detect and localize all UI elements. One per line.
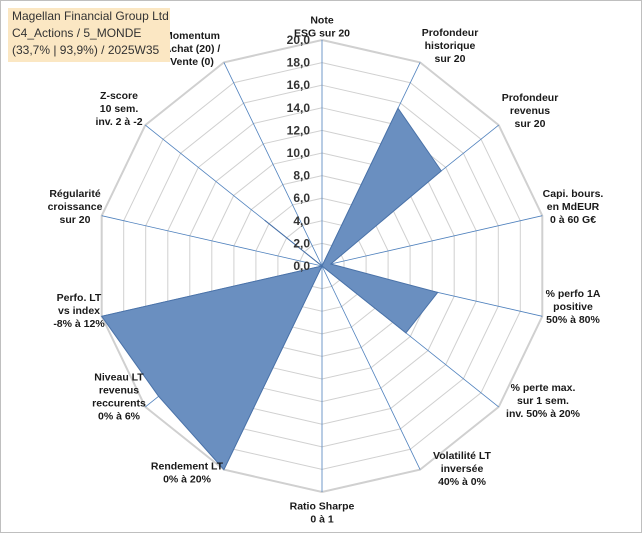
axis-label-line: inversée <box>441 463 484 475</box>
axis-label-line: revenus <box>510 105 550 117</box>
axis-spoke <box>321 215 543 267</box>
axis-label: Note ESG sur 20 <box>294 15 350 40</box>
tick-label: 4,0 <box>293 214 310 228</box>
tick-label: 0,0 <box>293 259 310 273</box>
axis-label-line: revenus <box>99 385 139 397</box>
tick-label: 14,0 <box>287 101 311 115</box>
axis-label: Volatilité LT inversée 40% à 0% <box>433 450 492 488</box>
axis-label: Z-score 10 sem. inv. 2 à -2 <box>95 90 142 128</box>
score-period-label: (33,7% | 93,9%) / 2025W35 <box>12 43 160 57</box>
axis-label: % perte max. sur 1 sem. inv. 50% à 20% <box>506 382 581 420</box>
axis-label: Perfo. LT vs index -8% à 12% <box>53 292 105 330</box>
axis-label-line: sur 20 <box>515 118 546 130</box>
axis-label-line: 0 à 60 G€ <box>550 214 596 226</box>
axis-label-line: inv. 2 à -2 <box>95 116 142 128</box>
axis-label-line: Profondeur <box>422 27 479 39</box>
axis-label-line: ESG sur 20 <box>294 28 350 40</box>
axis-label: Ratio Sharpe 0 à 1 <box>290 501 355 526</box>
axis-label: Capi. bours. en MdEUR 0 à 60 G€ <box>543 188 604 226</box>
axis-spoke <box>223 62 323 267</box>
axis-label: Régularité croissance sur 20 <box>48 188 103 226</box>
axis-label-line: 0% à 20% <box>163 474 212 486</box>
radar-series <box>100 107 442 471</box>
axis-label: Momentum Achat (20) / Vente (0) <box>164 30 221 68</box>
radar-tick-labels: 0,0 2,0 4,0 6,0 8,0 10,0 12,0 14,0 16,0 18,0 20,0 <box>287 33 311 273</box>
axis-label: Rendement LT 0% à 20% <box>151 461 224 486</box>
axis-label-line: Volatilité LT <box>433 450 492 462</box>
axis-label-line: en MdEUR <box>547 201 600 213</box>
tick-label: 10,0 <box>287 146 311 160</box>
axis-label-line: Perfo. LT <box>57 292 102 304</box>
axis-label-line: Z-score <box>100 90 138 102</box>
axis-label: Profondeur revenus sur 20 <box>502 92 559 130</box>
axis-label-line: sur 20 <box>60 214 91 226</box>
axis-label-line: 0% à 6% <box>98 411 141 423</box>
axis-spoke <box>321 265 421 470</box>
axis-label-line: Rendement LT <box>151 461 224 473</box>
axis-label-line: positive <box>553 301 593 313</box>
axis-label-line: Achat (20) / <box>164 43 221 55</box>
tick-label: 2,0 <box>293 236 310 250</box>
axis-label-line: Ratio Sharpe <box>290 501 355 513</box>
axis-label-line: 0 à 1 <box>310 514 334 526</box>
axis-spoke <box>101 215 323 267</box>
tick-label: 18,0 <box>287 56 311 70</box>
axis-label-line: reccurents <box>92 398 146 410</box>
axis-label-line: sur 20 <box>435 53 466 65</box>
axis-label-line: % perte max. <box>511 382 576 394</box>
tick-label: 20,0 <box>287 33 311 47</box>
axis-label-line: historique <box>425 40 476 52</box>
axis-label: % perfo 1A positive 50% à 80% <box>546 288 601 326</box>
category-label: C4_Actions / 5_MONDE <box>12 26 142 40</box>
title-box: Magellan Financial Group Ltd C4_Actions … <box>8 8 170 62</box>
axis-label-line: croissance <box>48 201 103 213</box>
axis-label: Niveau LT revenus reccurents 0% à 6% <box>92 372 146 423</box>
axis-label: Profondeur historique sur 20 <box>422 27 479 65</box>
axis-label-line: inv. 50% à 20% <box>506 408 581 420</box>
tick-label: 16,0 <box>287 78 311 92</box>
axis-label-line: Vente (0) <box>170 56 214 68</box>
axis-label-line: Régularité <box>49 188 101 200</box>
company-name: Magellan Financial Group Ltd <box>12 9 169 23</box>
axis-label-line: sur 1 sem. <box>517 395 569 407</box>
axis-label-line: 10 sem. <box>100 103 139 115</box>
axis-label-line: Niveau LT <box>94 372 144 384</box>
tick-label: 8,0 <box>293 169 310 183</box>
series-area <box>100 107 442 471</box>
axis-label-line: Profondeur <box>502 92 559 104</box>
axis-label-line: % perfo 1A <box>546 288 601 300</box>
axis-label-line: Capi. bours. <box>543 188 604 200</box>
tick-label: 12,0 <box>287 123 311 137</box>
axis-label-line: Momentum <box>164 30 220 42</box>
axis-label-line: -8% à 12% <box>53 318 105 330</box>
tick-label: 6,0 <box>293 191 310 205</box>
axis-label-line: 40% à 0% <box>438 476 487 488</box>
axis-label-line: Note <box>310 15 333 27</box>
axis-label-line: 50% à 80% <box>546 314 600 326</box>
radar-axis-labels: Note ESG sur 20 Profondeur historique sur 20… <box>48 15 604 526</box>
axis-label-line: vs index <box>58 305 100 317</box>
